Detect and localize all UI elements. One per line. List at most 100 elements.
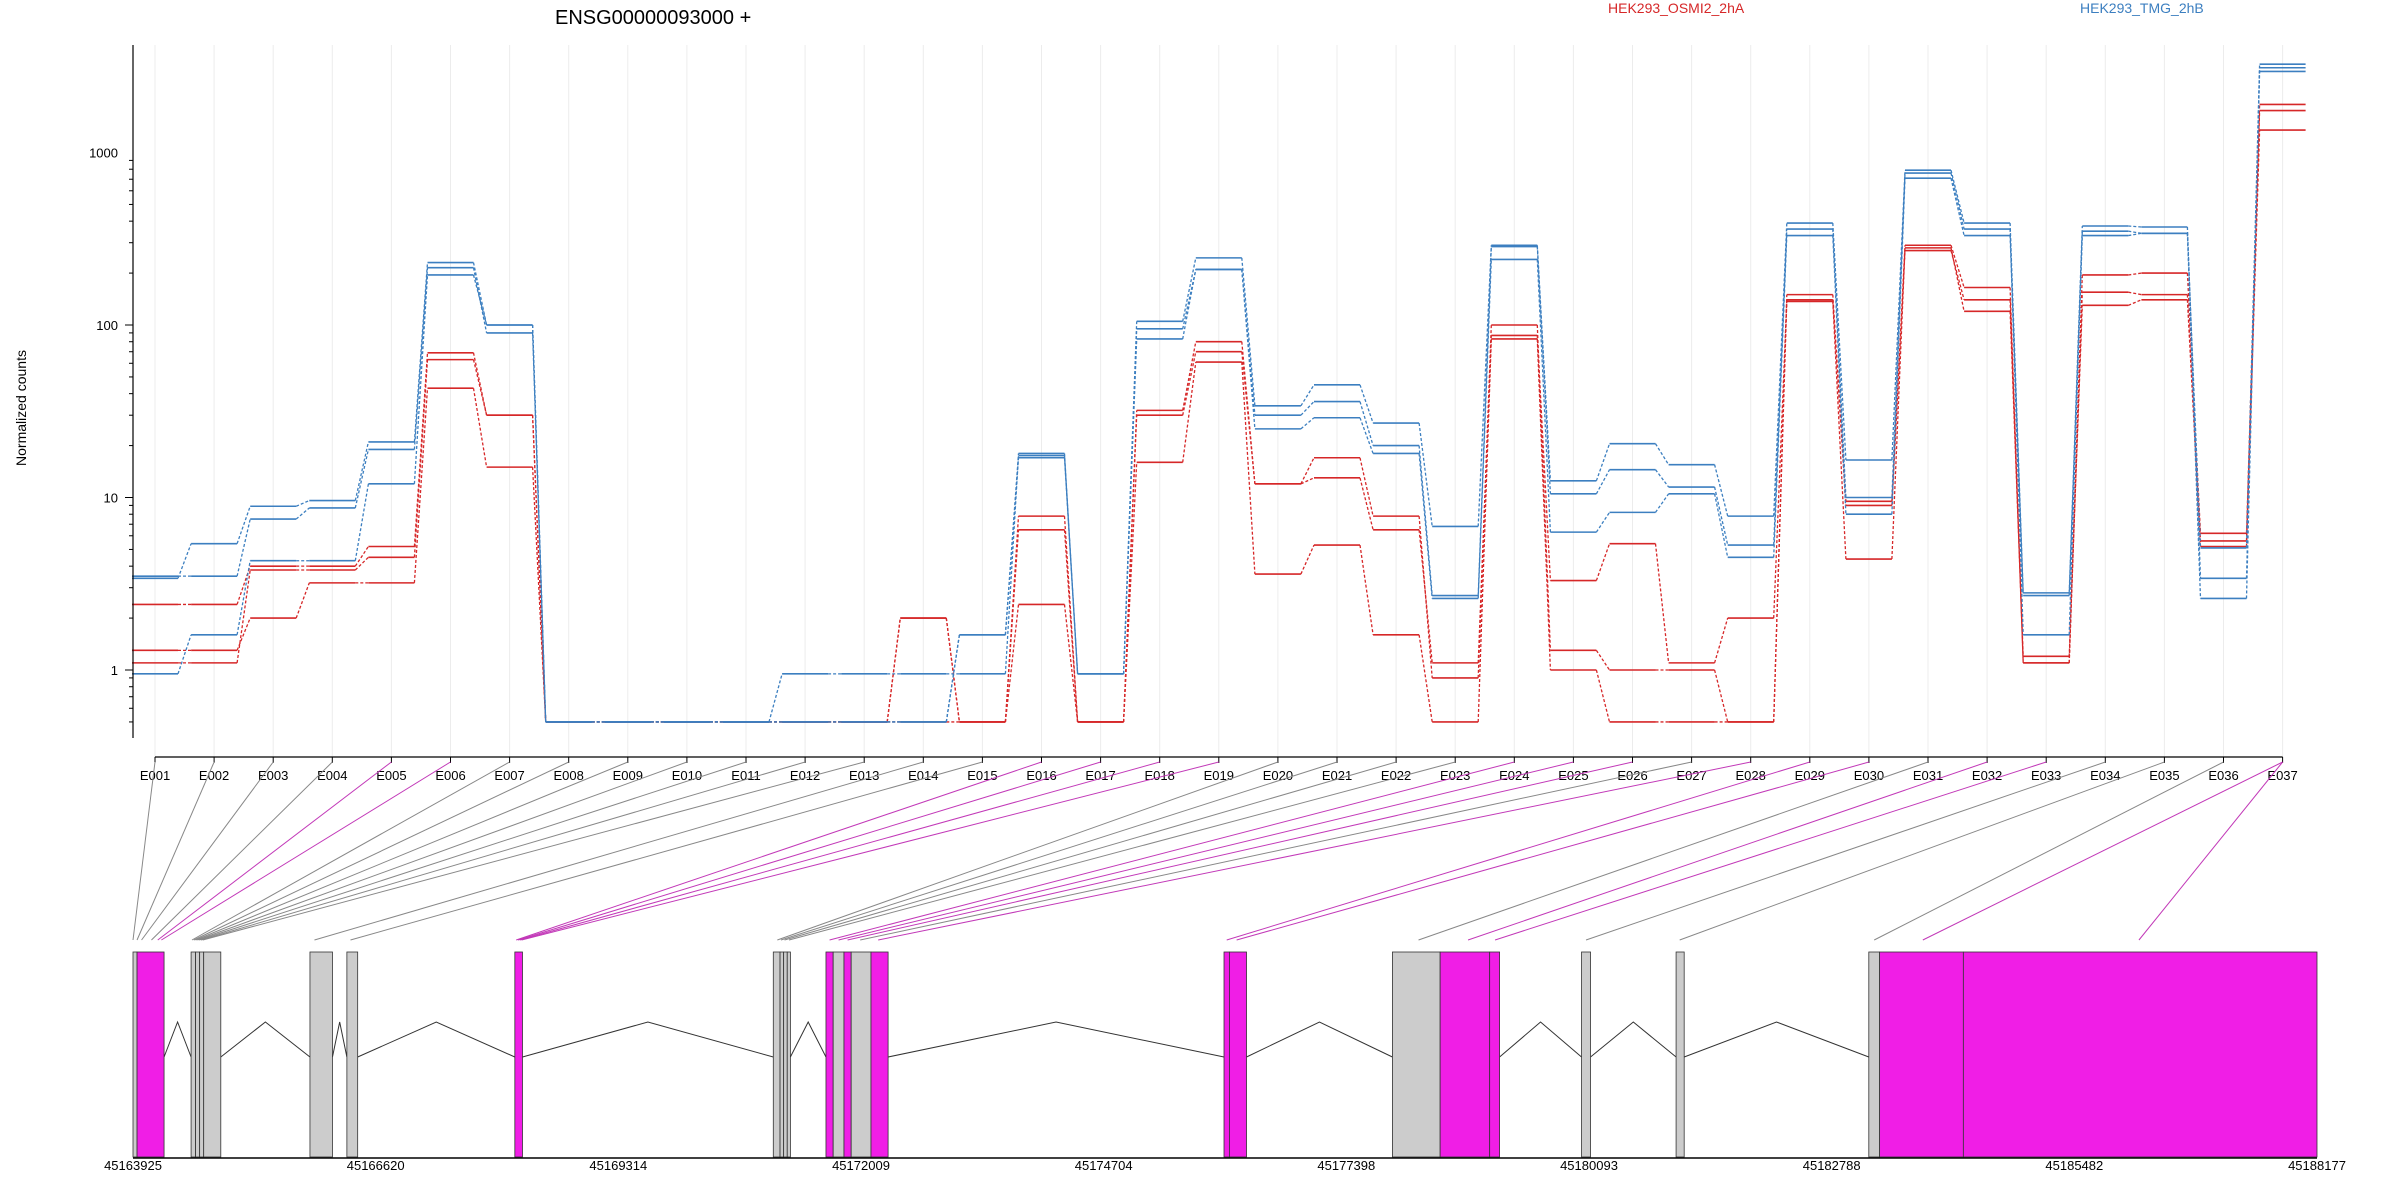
series-connector [236, 565, 251, 605]
x-tick-label: E015 [967, 768, 997, 783]
exon-box [346, 951, 359, 1158]
x-tick-label: E033 [2031, 768, 2061, 783]
coordinate-label: 45188177 [2288, 1158, 2346, 1173]
x-tick-label: E021 [1322, 768, 1352, 783]
intron-line [357, 1021, 516, 1058]
series-connector [2128, 299, 2142, 306]
exon-connector [197, 761, 688, 941]
series-connector [2068, 225, 2083, 593]
exon-connector [202, 761, 865, 941]
series-connector [1654, 443, 1670, 466]
series-connector [2128, 272, 2142, 276]
coordinate-label: 45180093 [1560, 1158, 1618, 1173]
exon-connector [314, 761, 924, 941]
y-axis-label: Normalized counts [13, 350, 29, 466]
series-connector [1477, 338, 1492, 722]
exon-connector [1922, 761, 2283, 941]
exon-connector [878, 761, 1751, 941]
chart-title: ENSG00000093000 + [555, 7, 751, 29]
exon-box [195, 951, 201, 1158]
exon-connector [151, 761, 333, 941]
series-connector [295, 582, 310, 619]
series-connector [1891, 178, 1906, 515]
series-connector [1536, 259, 1552, 533]
series-connector [1654, 493, 1670, 513]
exon-box [1392, 951, 1441, 1158]
exon-box [132, 951, 138, 1158]
series-connector [945, 618, 961, 723]
exon-box [843, 951, 852, 1158]
series-connector [472, 352, 488, 416]
exon-connector [521, 761, 1219, 941]
x-tick-label: E011 [731, 768, 760, 783]
series-connector [531, 467, 547, 722]
series-connector [1773, 229, 1788, 546]
series-connector [1300, 384, 1315, 407]
coordinate-label: 45174704 [1075, 1158, 1133, 1173]
series-connector [1122, 410, 1138, 722]
exon-connector [1226, 761, 1810, 941]
series-connector [177, 543, 192, 579]
series-connector [1832, 301, 1847, 560]
exon-connector [777, 761, 1279, 941]
y-tick-label: 1000 [89, 146, 118, 161]
x-tick-label: E003 [258, 768, 288, 783]
series-connector [2245, 64, 2261, 579]
series-connector [1773, 299, 1788, 619]
coordinate-label: 45169314 [589, 1158, 647, 1173]
series-connector [1063, 529, 1079, 722]
series-connector [1595, 543, 1611, 581]
series-connector [1063, 455, 1079, 674]
series-connector [1182, 269, 1197, 329]
series-connector [1477, 259, 1492, 599]
series-connector [1595, 469, 1611, 495]
exon-connector [780, 761, 1338, 941]
intron-line [331, 1021, 348, 1058]
x-tick-label: E027 [1676, 768, 1706, 783]
series-connector [2186, 233, 2202, 548]
series-connector [1300, 417, 1315, 430]
x-tick-label: E035 [2149, 768, 2179, 783]
series-connector [472, 388, 488, 468]
series-connector [1359, 401, 1374, 446]
y-tick-label: 10 [104, 491, 118, 506]
series-connector [236, 569, 251, 663]
exon-connector [132, 761, 156, 941]
series-connector [1063, 516, 1079, 722]
exon-box [870, 951, 889, 1158]
exon-connector [1585, 761, 2106, 941]
series-connector [1950, 172, 1965, 230]
series-connector [1950, 245, 1965, 288]
exon-connector [161, 761, 451, 941]
series-connector [1359, 544, 1374, 635]
series-connector [2009, 287, 2024, 663]
series-connector [768, 673, 783, 723]
intron-line [1246, 1021, 1393, 1058]
exon-connector [1418, 761, 1929, 941]
series-connector [1713, 464, 1729, 517]
x-tick-label: E022 [1381, 768, 1411, 783]
exon-box [1229, 951, 1247, 1158]
series-connector [1477, 324, 1492, 678]
x-tick-label: E004 [317, 768, 347, 783]
series-connector [354, 441, 370, 501]
exon-box [136, 951, 165, 1158]
exon-connector [141, 761, 274, 941]
x-tick-label: E001 [140, 768, 170, 783]
exon-connector [1679, 761, 2165, 941]
exon-connector [847, 761, 1633, 941]
series-connector [1182, 361, 1197, 463]
series-connector [1950, 247, 1965, 312]
y-tick-label: 1 [111, 663, 118, 678]
coordinate-label: 45166620 [347, 1158, 405, 1173]
x-tick-label: E018 [1145, 768, 1175, 783]
series-connector [472, 359, 488, 416]
series-connector [413, 388, 429, 583]
series-connector [1773, 223, 1788, 517]
series-connector [1418, 423, 1433, 527]
x-tick-label: E023 [1440, 768, 1470, 783]
exon-box [850, 951, 872, 1158]
x-tick-label: E030 [1854, 768, 1884, 783]
exon-connector [1873, 761, 2224, 941]
series-connector [1654, 469, 1670, 488]
